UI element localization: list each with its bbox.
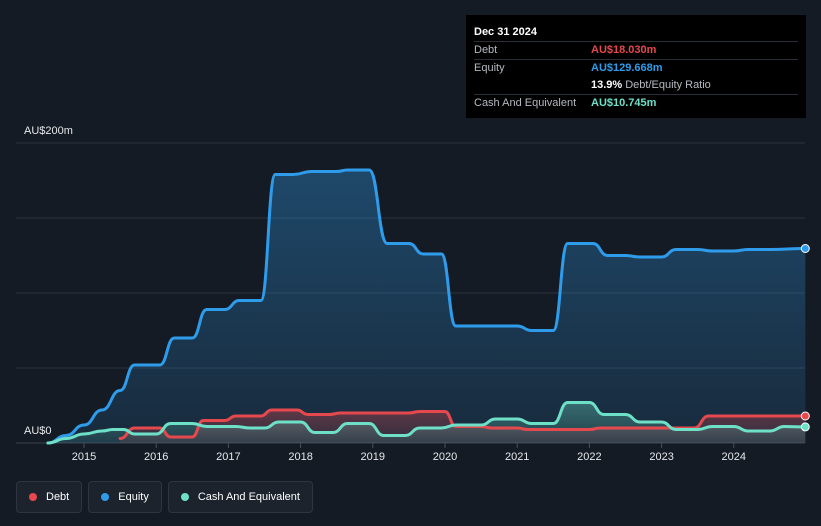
- debt-end-point: [800, 411, 810, 421]
- equity-end-point: [800, 244, 810, 253]
- tooltip-debt-label: Debt: [474, 44, 498, 56]
- y-axis-top-label: AU$200m: [24, 125, 73, 137]
- tooltip-equity-value: AU$129.668m: [591, 62, 663, 74]
- tooltip-ratio-row: 13.9% Debt/Equity Ratio: [474, 77, 798, 94]
- tooltip-equity-label: Equity: [474, 62, 505, 74]
- equity-dot-icon: [101, 493, 110, 501]
- tooltip-panel: Dec 31 2024 Debt AU$18.030m Equity AU$12…: [466, 15, 806, 118]
- x-tick-label: 2018: [288, 451, 312, 463]
- tooltip-debt-row: Debt AU$18.030m: [474, 41, 798, 59]
- tooltip-date: Dec 31 2024: [474, 26, 537, 38]
- cash-line: [46, 401, 807, 445]
- cash-end-point: [800, 422, 810, 432]
- tooltip-debt-value: AU$18.030m: [591, 44, 657, 56]
- legend-item-equity[interactable]: Equity: [88, 481, 162, 513]
- legend-item-debt[interactable]: Debt: [16, 481, 83, 513]
- tooltip-equity-row: Equity AU$129.668m: [474, 59, 798, 77]
- tooltip-cash-value: AU$10.745m: [591, 97, 657, 109]
- x-axis-ticks: 2015 2016 2017 2018 2019 2020 2021 2022 2023 2024: [72, 443, 746, 463]
- x-tick-label: 2023: [649, 451, 673, 463]
- legend: Debt Equity Cash And Equivalent: [16, 481, 313, 513]
- tooltip-ratio-label: Debt/Equity Ratio: [625, 79, 711, 91]
- tooltip-ratio-value: 13.9%: [591, 79, 623, 91]
- equity-area: [47, 170, 806, 443]
- legend-debt-label: Debt: [46, 491, 70, 503]
- series-lines: [46, 168, 810, 445]
- legend-equity-label: Equity: [118, 491, 149, 503]
- x-tick-label: 2016: [144, 451, 168, 463]
- x-tick-label: 2021: [505, 451, 529, 463]
- tooltip-cash-row: Cash And Equivalent AU$10.745m: [474, 94, 798, 112]
- x-tick-label: 2024: [722, 451, 746, 463]
- legend-cash-label: Cash And Equivalent: [197, 491, 300, 503]
- x-tick-label: 2022: [577, 451, 601, 463]
- cash-dot-icon: [180, 493, 189, 501]
- legend-item-cash[interactable]: Cash And Equivalent: [167, 481, 313, 513]
- tooltip-cash-label: Cash And Equivalent: [474, 97, 577, 109]
- x-tick-label: 2020: [433, 451, 457, 463]
- y-axis-bottom-label: AU$0: [24, 425, 52, 437]
- debt-line: [118, 408, 807, 440]
- x-tick-label: 2015: [72, 451, 96, 463]
- area-fills: [47, 170, 806, 443]
- x-tick-label: 2017: [216, 451, 240, 463]
- cash-area: [47, 402, 806, 443]
- debt-dot-icon: [29, 493, 37, 501]
- equity-line: [46, 168, 807, 445]
- x-tick-label: 2019: [361, 451, 385, 463]
